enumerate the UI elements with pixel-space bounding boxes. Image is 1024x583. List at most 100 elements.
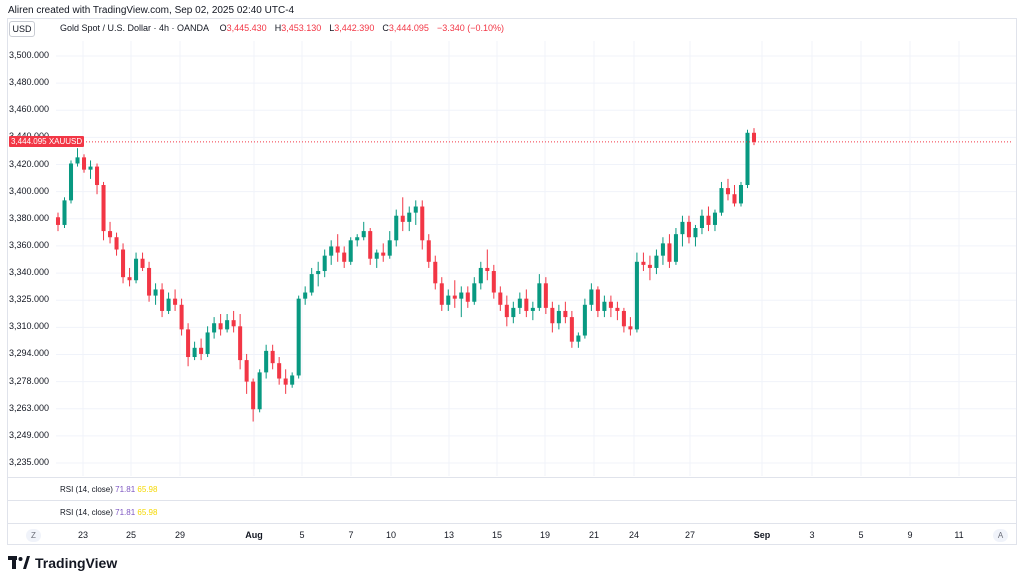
candle-body [225,320,230,330]
candle-body [400,215,405,222]
candle-body [498,292,503,305]
candle [504,295,509,327]
rsi-pane-1[interactable] [7,477,1017,500]
candle [218,314,223,336]
time-axis-label: 24 [628,530,640,540]
last-price-value: 3,444.095 [11,136,47,146]
author-line: Aliren created with TradingView.com, Sep… [8,5,295,16]
candle-body [108,231,113,238]
candle-body [212,323,217,333]
time-axis-label: 5 [299,530,305,540]
candle-body [134,258,139,281]
rsi-name: RSI (14, close) [60,485,113,494]
candle-body [121,249,126,278]
tradingview-logo-icon [8,556,30,569]
candle [732,185,737,207]
time-axis-label: 19 [539,530,551,540]
candle-body [218,323,223,330]
candle [615,301,620,321]
candle-body [576,335,581,342]
candle-body [277,363,282,379]
candle [101,181,106,241]
candle-body [433,261,438,284]
candle-body [472,283,477,302]
candle [485,249,490,281]
candle [205,326,210,358]
candle-body [316,271,321,275]
candle-body [257,372,262,410]
candle-body [582,304,587,336]
candle [647,255,652,281]
candle-body [75,157,80,164]
candle [199,338,204,361]
candle [693,224,698,247]
candle [478,261,483,290]
candle [738,181,744,207]
open-value: 3,445.430 [226,23,267,33]
currency-button[interactable]: USD [9,21,35,37]
candle-body [290,375,295,385]
candle-body [550,307,555,324]
rsi-value-a: 71.81 [115,508,136,517]
candle-body [725,188,730,195]
candle [68,160,74,204]
candle-body [387,240,392,256]
candle-body [446,295,451,305]
candle [543,277,548,315]
high-label: H [274,23,282,33]
candle-body [407,212,412,222]
candle [381,243,386,262]
candle [576,332,581,348]
candle-body [524,298,529,311]
rsi-name: RSI (14, close) [60,508,113,517]
price-axis-label: 3,325.000 [9,294,50,305]
candle [238,314,243,370]
candle-body [303,292,308,299]
candle-body [485,267,490,272]
candle [433,255,438,290]
candle [303,286,308,305]
candle-body [511,307,516,318]
last-price-symbol: XAUUSD [48,136,83,146]
candle [660,237,665,265]
time-axis-label: 11 [954,530,964,540]
zoom-button[interactable]: Z [26,529,41,542]
price-axis-label: 3,380.000 [9,212,50,223]
time-axis-label: 13 [443,530,455,540]
candle [569,310,574,348]
candle [270,344,275,370]
candle [322,249,327,278]
candle [491,264,496,299]
rsi-value-b: 65.98 [137,508,158,517]
candle-body [329,246,334,256]
open-label: O [219,23,227,33]
candle [673,228,678,265]
candle-body [569,317,574,342]
time-axis-label: 10 [385,530,397,540]
candle [413,200,418,225]
candle [355,234,360,247]
candle [745,129,750,189]
candle [465,286,470,308]
candle-body [719,188,724,213]
time-axis[interactable] [7,523,1017,545]
candle [400,197,405,232]
candle-body [322,255,327,272]
candle-body [55,217,61,225]
rsi-pane-2[interactable] [7,500,1017,523]
candle-body [166,298,171,311]
time-axis-label: 23 [77,530,89,540]
close-value: 3,444.095 [388,23,429,33]
candle-body [478,267,483,284]
candle-body [394,215,399,241]
candle [680,215,685,247]
auto-scale-button[interactable]: A [993,529,1008,542]
candle [498,286,503,311]
candle-body [602,301,607,311]
candle-body [459,292,464,299]
candle [374,249,379,268]
candle [589,283,594,311]
candle [530,301,535,321]
